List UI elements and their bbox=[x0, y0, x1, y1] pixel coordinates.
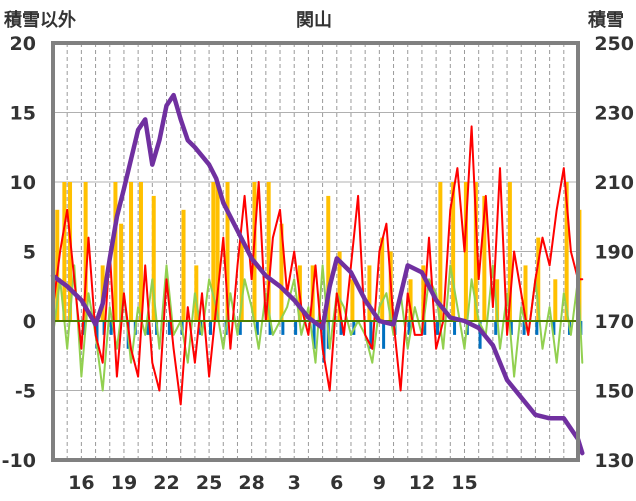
precipitation-bar bbox=[181, 209, 186, 321]
left-axis-title: 積雪以外 bbox=[4, 10, 76, 31]
snow-change-bar bbox=[522, 321, 526, 335]
right-tick-label: 250 bbox=[594, 33, 634, 55]
right-tick-label: 170 bbox=[594, 311, 634, 333]
left-tick-label: -10 bbox=[2, 450, 36, 472]
right-tick-label: 230 bbox=[594, 103, 634, 125]
x-tick-label: 22 bbox=[153, 472, 179, 494]
precipitation-bar bbox=[113, 182, 118, 321]
precipitation-bar bbox=[482, 195, 487, 321]
snow-change-bar bbox=[294, 321, 298, 335]
snow-change-bar bbox=[312, 321, 316, 349]
right-tick-label: 190 bbox=[594, 242, 634, 264]
snow-change-bar bbox=[146, 321, 150, 335]
snow-change-bar bbox=[109, 321, 113, 335]
snow-change-bar bbox=[339, 321, 343, 335]
precipitation-bar bbox=[421, 265, 426, 321]
left-tick-label: 15 bbox=[10, 103, 36, 125]
precipitation-bar bbox=[326, 195, 331, 321]
precipitation-bar bbox=[438, 182, 443, 321]
snow-change-bar bbox=[407, 321, 411, 335]
precipitation-bar bbox=[211, 182, 216, 321]
left-tick-label: 20 bbox=[10, 33, 36, 55]
snow-change-bar bbox=[281, 321, 285, 335]
snow-change-bar bbox=[494, 321, 498, 335]
left-tick-label: -5 bbox=[15, 381, 36, 403]
x-tick-label: 19 bbox=[111, 472, 137, 494]
precipitation-bar bbox=[194, 265, 199, 321]
snow-change-bar bbox=[552, 321, 556, 335]
x-tick-label: 28 bbox=[238, 472, 264, 494]
precipitation-bar bbox=[380, 237, 385, 321]
right-tick-label: 150 bbox=[594, 381, 634, 403]
snow-change-bar bbox=[423, 321, 427, 335]
precipitation-bar bbox=[151, 195, 156, 321]
snow-change-bar bbox=[268, 321, 272, 335]
precipitation-bar bbox=[473, 182, 478, 321]
x-tick-label: 15 bbox=[451, 472, 477, 494]
x-tick-label: 6 bbox=[330, 472, 343, 494]
plot-frame bbox=[51, 41, 580, 462]
snow-change-bar bbox=[382, 321, 386, 349]
precipitation-bar bbox=[451, 182, 456, 321]
precipitation-bar bbox=[119, 223, 124, 321]
precipitation-bar bbox=[215, 182, 220, 321]
precipitation-bar bbox=[62, 182, 67, 321]
right-tick-label: 210 bbox=[594, 172, 634, 194]
snow-change-bar bbox=[209, 321, 212, 335]
precipitation-bar bbox=[55, 209, 60, 321]
precipitation-bar bbox=[337, 251, 342, 321]
snow-change-bar bbox=[369, 321, 373, 349]
x-tick-label: 25 bbox=[196, 472, 222, 494]
precipitation-bar bbox=[507, 182, 512, 321]
snow-change-bar bbox=[436, 321, 440, 335]
snow-depth-line bbox=[50, 92, 585, 456]
snow-change-bar bbox=[535, 321, 539, 335]
left-tick-label: 0 bbox=[23, 311, 36, 333]
precipitation-bar bbox=[239, 237, 244, 321]
precipitation-bar bbox=[553, 279, 558, 321]
precipitation-bar bbox=[564, 182, 569, 321]
precipitation-bar bbox=[225, 182, 230, 321]
snow-change-bar bbox=[238, 321, 242, 335]
precipitation-bar bbox=[536, 237, 541, 321]
right-tick-label: 130 bbox=[594, 450, 634, 472]
snow-change-bar bbox=[95, 321, 99, 349]
snow-change-bar bbox=[82, 321, 86, 335]
x-tick-label: 3 bbox=[288, 472, 301, 494]
precipitation-bar bbox=[279, 223, 284, 321]
precipitation-bar bbox=[350, 279, 355, 321]
precipitation-bar bbox=[495, 279, 500, 321]
snow-change-bar bbox=[255, 321, 259, 335]
precipitation-bar bbox=[463, 182, 468, 321]
precipitation-bar bbox=[129, 182, 134, 321]
precipitation-bar bbox=[408, 279, 413, 321]
precipitation-bar bbox=[83, 182, 88, 321]
snow-change-bar bbox=[478, 321, 482, 349]
left-tick-label: 5 bbox=[23, 242, 36, 264]
x-tick-label: 12 bbox=[409, 472, 435, 494]
chart-title: 関山 bbox=[296, 10, 332, 31]
left-tick-label: 10 bbox=[10, 172, 36, 194]
snow-change-bar bbox=[322, 321, 326, 363]
right-axis-title: 積雪 bbox=[588, 10, 624, 31]
precipitation-bar bbox=[367, 265, 372, 321]
precipitation-bar bbox=[138, 182, 143, 321]
precipitation-bar bbox=[68, 182, 73, 321]
snow-change-bar bbox=[509, 321, 513, 335]
precipitation-bar bbox=[523, 265, 528, 321]
precipitation-bar bbox=[266, 182, 271, 321]
x-tick-label: 9 bbox=[373, 472, 386, 494]
x-tick-label: 16 bbox=[68, 472, 94, 494]
snow-change-bar bbox=[453, 321, 457, 335]
snow-change-bar bbox=[167, 321, 171, 335]
